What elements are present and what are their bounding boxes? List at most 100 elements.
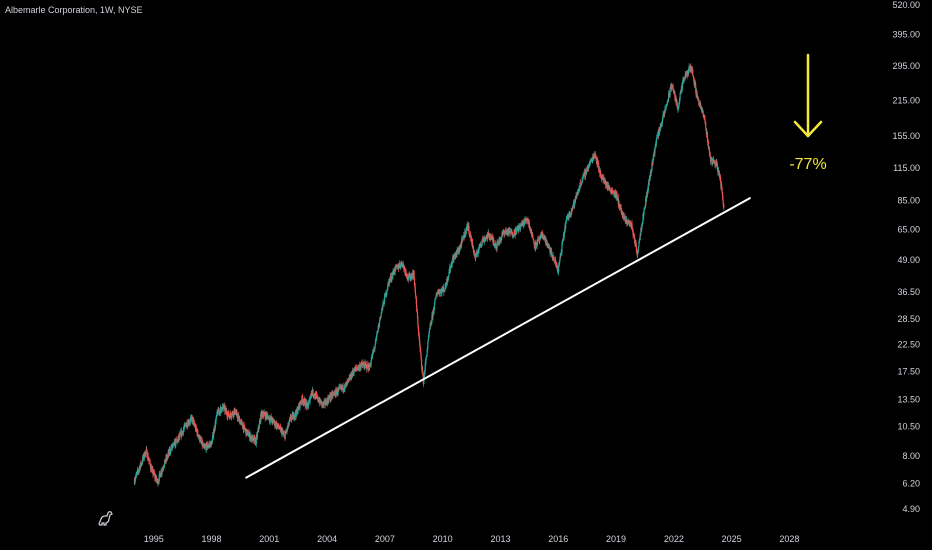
candle-body (138, 469, 140, 472)
candle-body (604, 179, 606, 185)
candle-body (515, 229, 517, 234)
candle-body (360, 365, 362, 368)
candle-body (630, 222, 632, 227)
candle-body (183, 428, 185, 430)
candle-body (616, 194, 618, 200)
candle-body (640, 228, 642, 235)
candle-body (522, 220, 524, 223)
candle-body (191, 416, 193, 422)
x-tick-label: 2025 (722, 534, 742, 544)
candle-body (170, 448, 172, 453)
candle-body (615, 192, 618, 198)
candle-body (315, 394, 317, 399)
candle-body (229, 413, 231, 416)
percent-change-annotation[interactable]: -77% (789, 156, 826, 173)
candle-body (325, 400, 327, 404)
candle-body (498, 244, 500, 246)
tradingview-logo-icon[interactable] (98, 511, 113, 526)
candle-body (338, 387, 340, 390)
candle-body (398, 263, 400, 268)
candle-body (252, 436, 254, 438)
candle-body (477, 251, 479, 255)
candle-body (243, 424, 245, 431)
candle-body (370, 357, 373, 361)
candle-body (453, 256, 455, 262)
candle-body (236, 412, 238, 417)
candle-body (248, 434, 250, 437)
candle-body (508, 229, 510, 234)
candle-body (492, 238, 494, 243)
candle-body (436, 293, 438, 295)
candle-body (718, 170, 720, 173)
candle-body (375, 336, 377, 338)
candle-body (147, 455, 149, 460)
candle-body (324, 400, 326, 405)
candle-body (508, 229, 510, 231)
candle-body (611, 189, 613, 193)
candle-body (160, 475, 162, 478)
support-trendline[interactable] (245, 197, 751, 479)
candle-body (639, 234, 642, 236)
candle-body (592, 156, 594, 158)
candle-body (238, 417, 240, 419)
candle-body (497, 243, 499, 245)
candle-body (437, 291, 440, 294)
candle-body (465, 233, 467, 236)
candle-body (349, 377, 351, 380)
candle-body (203, 445, 205, 447)
candle-body (651, 162, 653, 171)
candle-body (426, 356, 428, 357)
candle-body (671, 84, 673, 90)
candle-body (249, 432, 251, 439)
candle-body (380, 312, 382, 317)
candle-body (213, 428, 215, 434)
arrow-down-icon[interactable] (793, 53, 823, 138)
candle-body (423, 372, 426, 375)
candle-body (548, 245, 550, 247)
candle-body (478, 247, 480, 250)
candle-body (172, 443, 174, 445)
candle-body (406, 276, 408, 278)
candle-body (396, 265, 398, 267)
candle-body (716, 164, 718, 167)
candle-body (532, 237, 534, 239)
candle-body (692, 74, 694, 76)
candle-body (278, 428, 280, 430)
candle-body (693, 77, 695, 81)
candle-body (412, 274, 415, 278)
candle-body (163, 467, 165, 469)
candle-body (475, 255, 477, 259)
candle-body (482, 239, 484, 242)
candle-body (399, 266, 402, 268)
candle-body (431, 315, 433, 323)
candle-body (451, 264, 453, 266)
candle-body (420, 359, 423, 366)
candle-body (291, 414, 293, 418)
x-tick-label: 2022 (664, 534, 684, 544)
price-axis[interactable]: 520.00 395.00 295.00 215.00 155.00 115.00 85.0… (892, 0, 920, 514)
candle-body (364, 362, 366, 364)
candle-body (630, 225, 632, 227)
candle-body (673, 91, 675, 94)
candle-body (698, 100, 700, 106)
candle-body (546, 245, 549, 247)
candle-body (337, 388, 339, 393)
x-tick-label: 2028 (779, 534, 799, 544)
candle-body (326, 399, 328, 405)
candle-body (328, 397, 330, 402)
candle-body (614, 191, 616, 195)
candle-body (599, 170, 602, 175)
candle-body (638, 246, 640, 248)
candle-body (570, 208, 573, 212)
candle-body (559, 259, 561, 262)
candle-body (442, 287, 445, 289)
candle-body (374, 344, 376, 347)
candle-body (480, 244, 483, 245)
time-axis[interactable]: 1995 1998 2001 2004 2007 2010 2013 2016 2019 2022… (144, 534, 800, 544)
y-tick-label: 28.50 (897, 314, 920, 324)
candle-body (629, 221, 631, 227)
candle-body (690, 65, 692, 70)
candle-body (374, 346, 376, 349)
